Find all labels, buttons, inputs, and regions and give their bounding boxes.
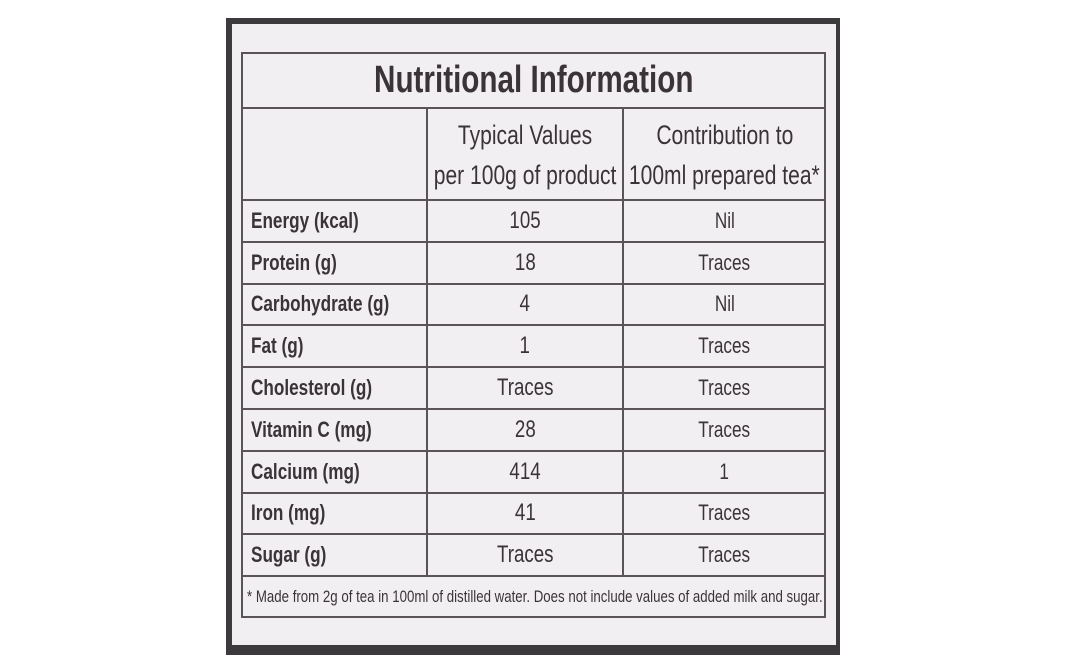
contribution-value: 1 xyxy=(719,458,730,484)
typical-value: 18 xyxy=(514,248,536,276)
contribution-value: Traces xyxy=(698,249,751,275)
contribution-value-cell: Nil xyxy=(623,200,826,242)
contribution-value: Nil xyxy=(714,207,735,233)
nutrient-name: Carbohydrate (g) xyxy=(251,291,390,317)
row-divider xyxy=(241,408,826,410)
contribution-value-cell: 1 xyxy=(623,451,826,493)
nutrient-name-cell: Sugar (g) xyxy=(241,534,427,576)
contribution-value-cell: Traces xyxy=(623,534,826,576)
nutrient-name: Vitamin C (mg) xyxy=(251,416,372,442)
contribution-value-cell: Traces xyxy=(623,493,826,535)
header-line: Typical Values xyxy=(457,119,593,150)
title-cell: Nutritional Information xyxy=(241,52,826,108)
typical-value-cell: 41 xyxy=(427,493,623,535)
nutrient-name: Protein (g) xyxy=(251,249,337,275)
typical-value-cell: Traces xyxy=(427,367,623,409)
typical-value-cell: 18 xyxy=(427,242,623,284)
footnote-cell: * Made from 2g of tea in 100ml of distil… xyxy=(241,576,826,618)
contribution-value-cell: Nil xyxy=(623,284,826,326)
column-divider xyxy=(622,107,624,577)
nutrient-name-cell: Energy (kcal) xyxy=(241,200,427,242)
row-divider xyxy=(241,282,826,285)
header-line: Contribution to xyxy=(656,119,793,150)
row-divider xyxy=(241,107,826,109)
nutrient-name-cell: Cholesterol (g) xyxy=(241,367,427,409)
typical-value-cell: 1 xyxy=(427,325,623,367)
contribution-value: Nil xyxy=(714,291,735,317)
row-divider xyxy=(241,240,826,243)
header-cell: Typical Values per 100g of product xyxy=(427,109,623,200)
nutrient-name: Sugar (g) xyxy=(251,542,327,568)
nutrient-name: Calcium (mg) xyxy=(251,458,360,484)
nutrient-name: Fat (g) xyxy=(251,333,304,359)
typical-value-cell: 105 xyxy=(427,200,623,242)
row-divider xyxy=(241,366,826,369)
header-line: per 100g of product xyxy=(433,159,617,190)
typical-value: 414 xyxy=(509,457,541,485)
nutrient-name-cell: Carbohydrate (g) xyxy=(241,284,427,326)
nutrient-name-cell: Fat (g) xyxy=(241,325,427,367)
typical-value: 1 xyxy=(519,332,531,360)
nutrient-name-cell: Calcium (mg) xyxy=(241,451,427,493)
contribution-value: Traces xyxy=(698,500,751,526)
typical-value-cell: 4 xyxy=(427,284,623,326)
header-cell: Contribution to 100ml prepared tea* xyxy=(623,109,826,200)
contribution-value-cell: Traces xyxy=(623,325,826,367)
contribution-value: Traces xyxy=(698,416,751,442)
typical-value-cell: Traces xyxy=(427,534,623,576)
nutrient-name: Energy (kcal) xyxy=(251,207,359,233)
nutrient-name-cell: Protein (g) xyxy=(241,242,427,284)
label-panel xyxy=(232,24,836,645)
typical-value: 105 xyxy=(509,206,541,234)
title: Nutritional Information xyxy=(373,58,694,101)
typical-value: Traces xyxy=(496,374,554,402)
contribution-value: Traces xyxy=(698,542,751,568)
contribution-value-cell: Traces xyxy=(623,409,826,451)
column-divider xyxy=(426,107,428,577)
typical-value: Traces xyxy=(496,541,554,569)
row-divider xyxy=(241,533,826,536)
nutrient-name-cell: Iron (mg) xyxy=(241,493,427,535)
contribution-value: Traces xyxy=(698,375,751,401)
typical-value-cell: 28 xyxy=(427,409,623,451)
row-divider xyxy=(241,575,826,578)
row-divider xyxy=(241,324,826,327)
contribution-value-cell: Traces xyxy=(623,367,826,409)
typical-value: 4 xyxy=(519,290,531,318)
contribution-value: Traces xyxy=(698,333,751,359)
header-line: 100ml prepared tea* xyxy=(629,159,820,190)
row-divider xyxy=(241,449,826,452)
typical-value-cell: 414 xyxy=(427,451,623,493)
nutrition-table xyxy=(241,52,826,618)
footnote: * Made from 2g of tea in 100ml of distil… xyxy=(247,587,823,607)
typical-value: 41 xyxy=(514,499,536,527)
nutrient-name-cell: Vitamin C (mg) xyxy=(241,409,427,451)
contribution-value-cell: Traces xyxy=(623,242,826,284)
nutrient-name: Iron (mg) xyxy=(251,500,326,526)
row-divider xyxy=(241,491,826,494)
nutrient-name: Cholesterol (g) xyxy=(251,375,373,401)
typical-value: 28 xyxy=(514,415,536,443)
row-divider xyxy=(241,199,826,201)
